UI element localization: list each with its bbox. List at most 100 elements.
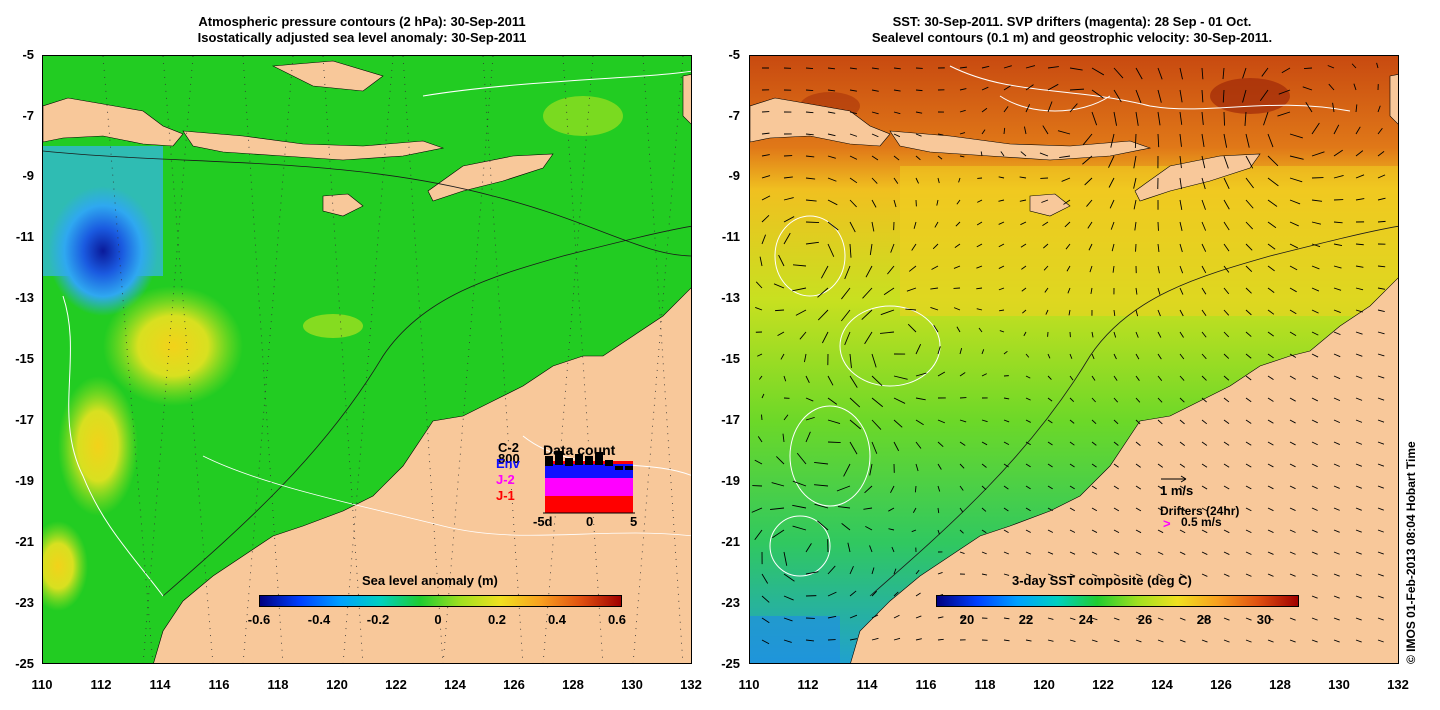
velocity-arrow <box>1066 265 1071 272</box>
sst-cbar-tick: 24 <box>1078 612 1094 627</box>
velocity-arrow <box>827 419 841 424</box>
velocity-arrow <box>1179 287 1184 295</box>
right-ytick: -21 <box>721 534 740 549</box>
velocity-arrow <box>1091 419 1097 424</box>
velocity-arrow <box>1223 243 1230 252</box>
velocity-arrow <box>1135 309 1139 317</box>
velocity-arrow <box>1025 573 1032 577</box>
right-ytick: -25 <box>721 656 740 671</box>
velocity-arrow <box>1003 463 1009 468</box>
velocity-arrow <box>805 543 812 553</box>
velocity-arrow <box>1047 485 1053 490</box>
velocity-arrow <box>1113 89 1122 103</box>
left-ytick: -19 <box>15 473 34 488</box>
left-xtick: 114 <box>149 677 171 692</box>
velocity-arrow <box>1289 441 1296 446</box>
velocity-arrow <box>1091 573 1098 577</box>
velocity-arrow <box>1311 529 1318 533</box>
velocity-arrow <box>1135 551 1142 555</box>
velocity-arrow <box>1069 88 1085 91</box>
velocity-arrow <box>1245 573 1252 577</box>
velocity-arrow <box>1377 197 1386 201</box>
velocity-arrow <box>1289 133 1303 139</box>
velocity-arrow <box>761 595 770 603</box>
velocity-arrow <box>849 177 858 184</box>
velocity-arrow <box>827 67 836 70</box>
velocity-arrow <box>1135 287 1138 295</box>
velocity-arrow <box>1041 199 1049 203</box>
sea-level-anomaly-map[interactable] <box>42 55 692 664</box>
velocity-arrow <box>1377 151 1385 157</box>
velocity-arrow <box>976 265 983 269</box>
velocity-arrow <box>1245 617 1252 621</box>
velocity-arrow <box>1333 174 1344 179</box>
velocity-arrow <box>1245 463 1252 468</box>
velocity-arrow <box>915 441 922 449</box>
velocity-arrow <box>1351 63 1357 69</box>
velocity-arrow <box>888 528 895 531</box>
velocity-arrow <box>915 463 919 472</box>
velocity-arrow <box>1025 485 1031 490</box>
velocity-arrow <box>1113 463 1119 468</box>
velocity-arrow <box>1047 397 1053 402</box>
velocity-arrow <box>1223 133 1228 148</box>
velocity-arrow <box>849 89 857 92</box>
velocity-arrow <box>1111 243 1115 252</box>
velocity-arrow <box>1201 353 1207 360</box>
velocity-arrow <box>1064 221 1071 228</box>
velocity-arrow <box>1303 67 1313 69</box>
velocity-arrow <box>827 155 836 159</box>
velocity-arrow <box>805 431 811 443</box>
sst-cbar-tick: 20 <box>959 612 975 627</box>
velocity-arrow <box>780 353 785 360</box>
velocity-arrow <box>1003 397 1010 400</box>
velocity-arrow <box>1135 397 1141 403</box>
velocity-arrow <box>1333 617 1340 621</box>
velocity-arrow <box>1090 287 1093 294</box>
velocity-legend-arrow <box>1161 475 1187 483</box>
velocity-arrow <box>805 155 815 158</box>
velocity-arrow <box>827 133 836 137</box>
east-island <box>682 74 691 125</box>
velocity-arrow <box>1113 353 1117 360</box>
velocity-arrow <box>1110 221 1115 230</box>
velocity-arrow <box>1355 441 1363 445</box>
velocity-arrow <box>1377 331 1385 335</box>
right-panel-title: SST: 30-Sep-2011. SVP drifters (magenta)… <box>742 14 1402 46</box>
velocity-arrow <box>883 287 895 296</box>
velocity-arrow <box>915 111 923 114</box>
sat-label-env: Env <box>496 456 520 471</box>
velocity-arrow <box>1267 133 1274 148</box>
velocity-arrow <box>1201 111 1204 125</box>
velocity-arrow <box>849 565 854 575</box>
timor-island <box>427 153 554 202</box>
data-count-xtick-3: 5 <box>630 514 638 529</box>
velocity-arrow <box>915 592 921 597</box>
velocity-arrow <box>1355 375 1363 379</box>
velocity-arrow <box>1091 67 1105 76</box>
velocity-arrow <box>1201 419 1208 425</box>
velocity-arrow <box>1069 617 1076 621</box>
velocity-arrow <box>1113 639 1120 643</box>
sla-cbar-tick: -0.2 <box>366 612 390 627</box>
sla-map-svg <box>43 56 691 663</box>
velocity-arrow <box>1376 62 1379 69</box>
velocity-arrow <box>893 614 900 619</box>
velocity-arrow <box>805 639 814 642</box>
velocity-arrow <box>977 199 983 203</box>
sst-map[interactable] <box>749 55 1399 664</box>
velocity-arrow <box>1267 331 1274 337</box>
velocity-arrow <box>1019 199 1027 202</box>
velocity-arrow <box>1047 617 1054 620</box>
velocity-arrow <box>1245 287 1252 294</box>
velocity-arrow <box>761 175 771 179</box>
velocity-arrow <box>1281 67 1291 74</box>
velocity-arrow <box>1047 353 1051 359</box>
right-xtick: 130 <box>1328 677 1350 692</box>
left-panel-title: Atmospheric pressure contours (2 hPa): 3… <box>32 14 692 46</box>
velocity-arrow <box>1311 639 1318 643</box>
velocity-arrow <box>937 133 944 136</box>
velocity-arrow <box>893 441 900 452</box>
velocity-arrow <box>805 397 814 402</box>
velocity-arrow <box>1003 419 1010 423</box>
